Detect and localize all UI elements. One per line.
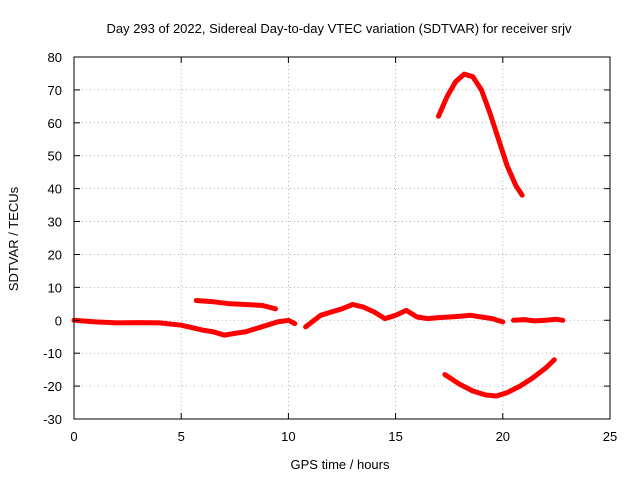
data-point bbox=[136, 320, 141, 325]
x-tick-label: 5 bbox=[178, 429, 185, 444]
y-axis-label: SDTVAR / TECUs bbox=[6, 186, 21, 291]
data-point bbox=[404, 308, 409, 313]
chart-title: Day 293 of 2022, Sidereal Day-to-day VTE… bbox=[106, 21, 572, 36]
series-arc-high-peak bbox=[436, 71, 525, 198]
data-point bbox=[457, 382, 463, 387]
data-point bbox=[221, 332, 227, 338]
data-point bbox=[470, 388, 475, 394]
series-arc-mid-segment bbox=[303, 302, 506, 330]
data-point bbox=[157, 320, 162, 326]
data-point bbox=[329, 309, 334, 315]
data-point bbox=[436, 114, 441, 119]
x-tick-label: 0 bbox=[70, 429, 77, 444]
data-point bbox=[93, 319, 98, 325]
data-point bbox=[232, 331, 237, 336]
data-point bbox=[489, 316, 495, 321]
data-point bbox=[273, 306, 278, 311]
data-point bbox=[504, 163, 510, 168]
y-tick-label: -20 bbox=[43, 379, 62, 394]
y-tick-label: 20 bbox=[48, 247, 62, 262]
grid-lines bbox=[74, 57, 610, 419]
data-point bbox=[371, 309, 377, 315]
data-point bbox=[243, 329, 248, 334]
data-point bbox=[511, 318, 516, 323]
data-point bbox=[494, 393, 499, 399]
y-tick-label: 40 bbox=[48, 182, 62, 197]
data-point bbox=[179, 323, 184, 328]
data-point bbox=[519, 193, 525, 198]
series-arc-upper-short bbox=[193, 298, 278, 312]
y-tick-label: -30 bbox=[43, 412, 62, 427]
data-point bbox=[286, 318, 291, 323]
tick-labels: 0 5 10 15 20 25 -30 -20 -10 0 10 20 30 40 50 60 70 80 bbox=[43, 50, 617, 444]
data-point bbox=[554, 317, 559, 322]
data-point bbox=[425, 316, 430, 321]
data-point bbox=[228, 301, 233, 307]
data-point bbox=[211, 329, 216, 334]
series-arc-low-trough bbox=[442, 357, 557, 399]
series-arc-main-baseline bbox=[71, 317, 298, 338]
y-tick-label: 50 bbox=[48, 149, 62, 164]
data-point bbox=[243, 302, 248, 307]
data-point bbox=[350, 302, 355, 307]
data-point bbox=[303, 324, 308, 330]
data-point bbox=[517, 383, 523, 389]
data-point bbox=[264, 323, 270, 328]
data-point bbox=[500, 319, 505, 325]
data-point bbox=[496, 137, 501, 142]
data-point bbox=[292, 321, 298, 326]
data-point bbox=[194, 298, 199, 303]
data-point bbox=[114, 320, 120, 326]
y-tick-label: 70 bbox=[48, 83, 62, 98]
data-point bbox=[530, 375, 536, 381]
data-series bbox=[71, 71, 566, 399]
x-tick-label: 20 bbox=[496, 429, 510, 444]
x-axis-label: GPS time / hours bbox=[291, 457, 390, 472]
data-point bbox=[462, 71, 467, 77]
data-point bbox=[468, 313, 473, 318]
data-point bbox=[254, 326, 259, 331]
data-point bbox=[483, 392, 488, 398]
data-point bbox=[543, 318, 548, 323]
data-point bbox=[211, 299, 216, 305]
data-point bbox=[479, 314, 484, 320]
data-point bbox=[414, 314, 420, 320]
data-point bbox=[560, 318, 566, 323]
data-point bbox=[522, 317, 527, 322]
data-point bbox=[382, 316, 388, 321]
axes bbox=[73, 56, 611, 420]
data-point bbox=[393, 313, 398, 318]
data-point bbox=[487, 110, 493, 116]
y-tick-label: -10 bbox=[43, 346, 62, 361]
data-point bbox=[532, 318, 538, 324]
x-tick-label: 15 bbox=[388, 429, 402, 444]
data-point bbox=[479, 87, 484, 93]
y-tick-label: 80 bbox=[48, 50, 62, 65]
data-point bbox=[200, 327, 205, 333]
data-point bbox=[436, 315, 441, 320]
y-tick-label: 60 bbox=[48, 116, 62, 131]
data-point bbox=[504, 390, 510, 395]
x-tick-label: 25 bbox=[603, 429, 617, 444]
data-point bbox=[453, 79, 458, 84]
data-point bbox=[318, 313, 323, 318]
data-point bbox=[275, 319, 280, 325]
data-point bbox=[552, 357, 557, 362]
data-point bbox=[361, 304, 366, 310]
y-tick-label: 10 bbox=[48, 280, 62, 295]
data-point bbox=[543, 365, 548, 371]
data-point bbox=[444, 94, 450, 99]
x-tick-label: 10 bbox=[281, 429, 295, 444]
data-point bbox=[339, 306, 345, 311]
data-point bbox=[260, 303, 265, 308]
data-point bbox=[447, 314, 452, 320]
data-point bbox=[457, 314, 463, 319]
data-point bbox=[442, 372, 448, 377]
data-point bbox=[513, 183, 518, 188]
plot-border bbox=[73, 56, 611, 420]
data-point bbox=[470, 74, 475, 79]
y-tick-label: 30 bbox=[48, 215, 62, 230]
y-tick-label: 0 bbox=[55, 313, 62, 328]
